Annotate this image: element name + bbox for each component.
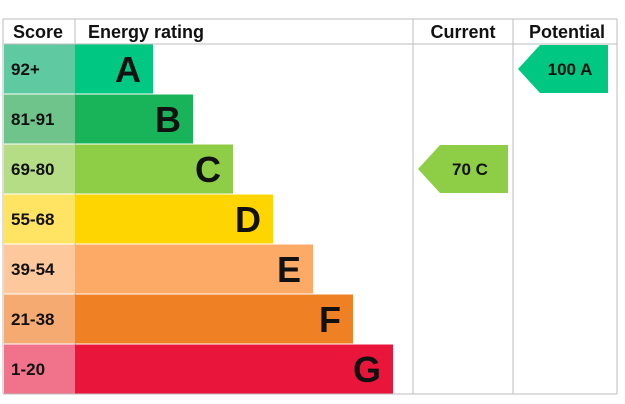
score-label-f: 21-38 xyxy=(11,310,54,329)
score-cell-a xyxy=(4,44,75,94)
column-headers: Score Energy rating Current Potential xyxy=(13,22,605,42)
score-label-b: 81-91 xyxy=(11,110,54,129)
rating-indicators: 70 C 100 A xyxy=(418,45,608,193)
band-letter-f: F xyxy=(319,299,341,340)
band-bar-e xyxy=(75,244,313,294)
score-label-c: 69-80 xyxy=(11,160,54,179)
band-bar-b xyxy=(75,94,193,144)
score-cell-e xyxy=(4,244,75,294)
band-bar-a xyxy=(75,44,153,94)
score-label-a: 92+ xyxy=(11,60,40,79)
rating-bands: 92+ A 81-91 B 69-80 C 55-68 D 39-54 E 21-38 F 1-20 G xyxy=(4,44,393,394)
score-cell-f xyxy=(4,294,75,344)
score-cell-g xyxy=(4,344,75,394)
band-bar-f xyxy=(75,294,353,344)
score-label-g: 1-20 xyxy=(11,360,45,379)
score-header: Score xyxy=(13,22,63,42)
band-letter-a: A xyxy=(115,49,141,90)
current-header: Current xyxy=(430,22,495,42)
band-bar-g xyxy=(75,344,393,394)
score-cell-d xyxy=(4,194,75,244)
band-letter-e: E xyxy=(277,249,301,290)
score-label-d: 55-68 xyxy=(11,210,54,229)
band-bar-c xyxy=(75,144,233,194)
potential-header: Potential xyxy=(529,22,605,42)
current-rating-label: 70 C xyxy=(452,160,488,179)
potential-rating-label: 100 A xyxy=(548,60,593,79)
score-cell-b xyxy=(4,94,75,144)
score-cell-c xyxy=(4,144,75,194)
band-letter-b: B xyxy=(155,99,181,140)
energy-rating-header: Energy rating xyxy=(88,22,204,42)
current-rating-arrow xyxy=(418,145,508,193)
score-label-e: 39-54 xyxy=(11,260,55,279)
band-letter-d: D xyxy=(235,199,261,240)
band-letter-c: C xyxy=(195,149,221,190)
potential-rating-arrow xyxy=(518,45,608,93)
band-bar-d xyxy=(75,194,273,244)
band-letter-g: G xyxy=(353,349,381,390)
